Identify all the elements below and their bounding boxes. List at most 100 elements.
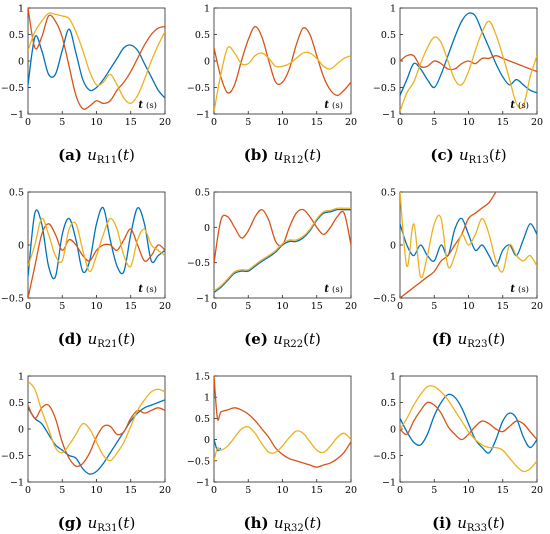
x-tick-label: 15: [311, 485, 323, 496]
caption-subscript: R13: [468, 155, 489, 166]
x-tick-label: 10: [90, 117, 102, 128]
y-tick-label: −0.5: [187, 83, 210, 94]
subplot-6: 0 5 10 15 200.50−0.5t (s): [373, 188, 543, 313]
series-line-blue: [28, 399, 165, 475]
x-tick-label: 0: [397, 485, 403, 496]
series-line-blue: [400, 12, 537, 96]
y-tick-label: 1.5: [195, 372, 210, 383]
y-tick-label: 1: [390, 372, 396, 383]
x-tick-label: 20: [345, 301, 357, 312]
caption-letter: (h): [243, 514, 274, 532]
y-tick-label: −0.5: [1, 294, 24, 305]
y-tick-label: 0.5: [195, 414, 210, 425]
subplot-caption: (b) uR12(t): [243, 146, 322, 166]
series-line-blue: [400, 217, 537, 267]
subplot-caption: (f) uR23(t): [431, 330, 506, 350]
x-tick-label: 0: [25, 117, 31, 128]
y-tick-label: 1: [390, 4, 396, 15]
y-tick-label: −0.5: [1, 451, 24, 462]
y-tick-label: 0: [204, 57, 210, 68]
x-tick-label: 10: [90, 485, 102, 496]
caption-subscript: R11: [96, 155, 118, 166]
x-tick-label: 15: [497, 485, 509, 496]
x-tick-label: 0: [25, 301, 31, 312]
series-line-blue: [400, 393, 537, 454]
time-axis-label: t (s): [510, 284, 529, 295]
caption-subscript: R23: [467, 339, 488, 350]
x-tick-label: 15: [311, 301, 323, 312]
series-line-yellow: [214, 46, 351, 112]
time-axis-label: t (s): [510, 100, 529, 111]
y-tick-label: −1: [10, 110, 24, 121]
x-tick-label: 5: [245, 117, 251, 128]
x-tick-label: 20: [531, 301, 543, 312]
x-tick-label: 10: [276, 485, 288, 496]
subplot-caption: (h) uR32(t): [243, 514, 322, 534]
caption-letter: (f): [431, 330, 458, 348]
series-line-yellow: [28, 380, 165, 462]
y-tick-label: −0.5: [373, 451, 396, 462]
x-tick-label: 5: [59, 301, 65, 312]
y-tick-label: 0.5: [195, 30, 210, 41]
x-tick-label: 15: [125, 301, 137, 312]
y-tick-label: −1: [382, 110, 396, 121]
x-tick-label: 0: [397, 301, 403, 312]
series-line-yellow: [400, 192, 537, 279]
series-line-red: [400, 401, 537, 441]
y-tick-label: −0.5: [373, 83, 396, 94]
y-tick-label: 1: [18, 372, 24, 383]
x-tick-label: 5: [431, 117, 437, 128]
axes-frame: [27, 191, 166, 299]
caption-letter: (c): [430, 146, 459, 164]
x-tick-label: 20: [159, 485, 171, 496]
y-tick-label: 0.5: [9, 30, 24, 41]
caption-subscript: R32: [283, 523, 304, 534]
y-tick-label: 1: [204, 393, 210, 404]
subplot-caption: (a) uR11(t): [58, 146, 135, 166]
y-tick-label: 0.5: [381, 398, 396, 409]
series-line-yellow: [28, 12, 165, 105]
y-tick-label: 0: [18, 241, 24, 252]
caption-letter: (a): [58, 146, 88, 164]
x-tick-label: 5: [431, 301, 437, 312]
y-tick-label: 1: [204, 4, 210, 15]
x-tick-label: 10: [90, 301, 102, 312]
y-tick-label: −0.5: [187, 456, 210, 467]
caption-subscript: R21: [97, 339, 118, 350]
subplot-3: 0 5 10 15 20 1 0.5 0 −0.5 −1 t (s): [373, 4, 543, 129]
caption-subscript: R22: [282, 339, 304, 350]
y-tick-label: −1: [196, 478, 210, 489]
subplot-caption: (e) uR22(t): [244, 330, 321, 350]
x-tick-label: 15: [311, 117, 323, 128]
time-axis-label: t (s): [138, 284, 157, 295]
y-tick-label: 0: [390, 241, 396, 252]
series-line-red: [28, 8, 165, 110]
caption-letter: (b): [243, 146, 274, 164]
caption-subscript: R33: [466, 523, 488, 534]
x-tick-label: 15: [125, 485, 137, 496]
y-tick-label: −1: [382, 478, 396, 489]
series-line-yellow: [28, 217, 165, 273]
x-tick-label: 0: [211, 485, 217, 496]
x-tick-label: 5: [245, 485, 251, 496]
y-tick-label: 0.5: [381, 188, 396, 199]
x-tick-label: 15: [497, 301, 509, 312]
x-tick-label: 10: [462, 485, 474, 496]
subplot-8: 0 5 10 15 20 1.5 1 0.5 0 −0.5 −1: [187, 372, 357, 497]
series-line-red: [28, 403, 165, 468]
subplot-caption: (g) uR31(t): [57, 514, 136, 534]
x-tick-label: 0: [397, 117, 403, 128]
subplot-caption: (d) uR21(t): [57, 330, 136, 350]
y-tick-label: −0.5: [1, 83, 24, 94]
y-tick-label: 0.5: [381, 30, 396, 41]
series-line-blue: [28, 28, 165, 99]
x-tick-label: 0: [211, 301, 217, 312]
y-tick-label: 0.5: [9, 188, 24, 199]
series-line-red: [214, 376, 351, 468]
axes-frame: [27, 7, 166, 115]
series-line-blue: [214, 439, 222, 452]
y-tick-label: 0.5: [9, 398, 24, 409]
y-tick-label: 1: [18, 4, 24, 15]
x-tick-label: 20: [345, 485, 357, 496]
